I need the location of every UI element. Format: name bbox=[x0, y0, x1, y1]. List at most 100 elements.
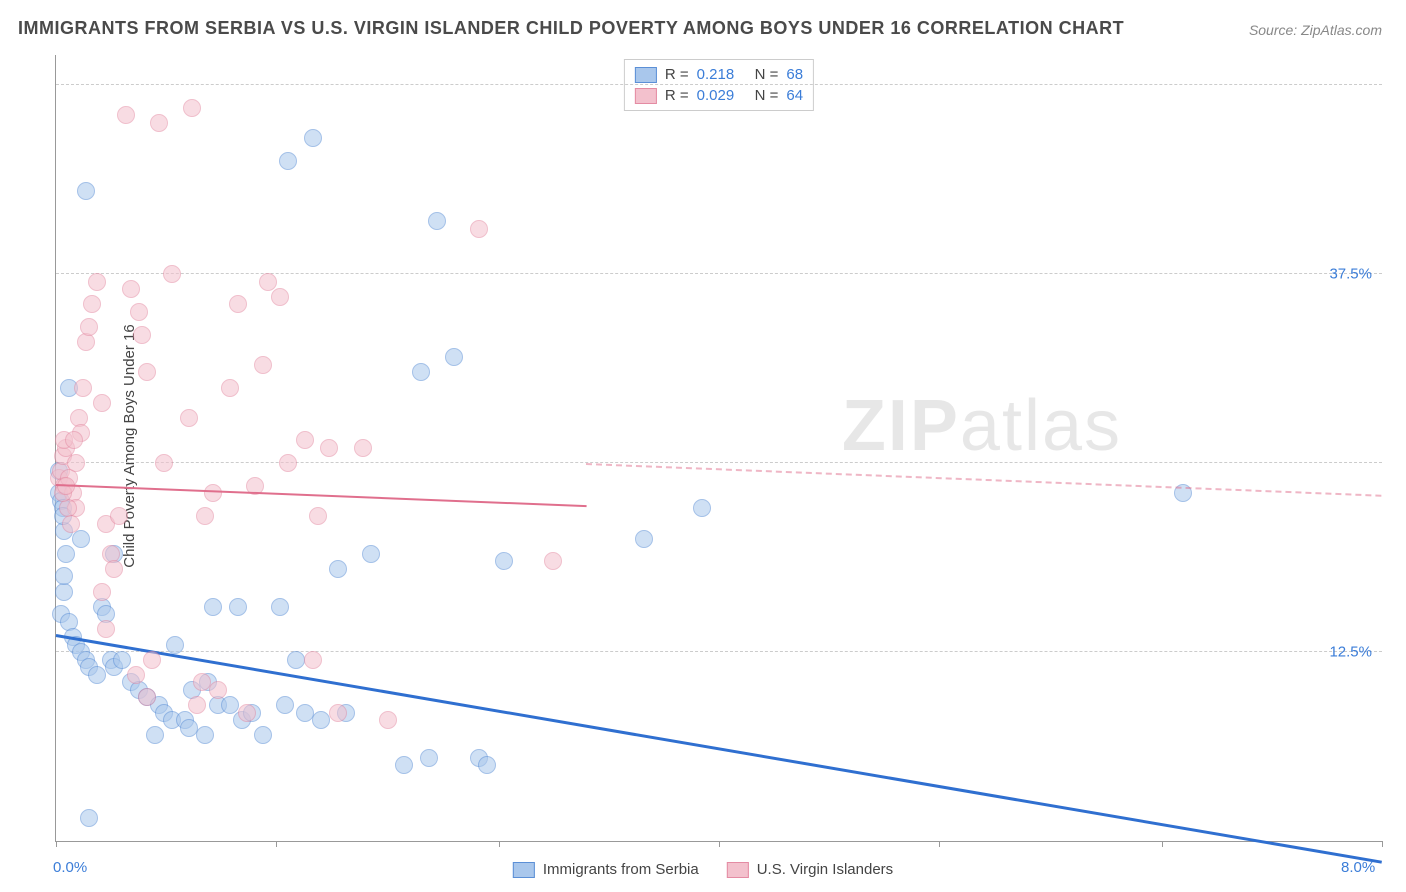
scatter-point bbox=[229, 598, 247, 616]
x-tick bbox=[719, 841, 720, 847]
scatter-point bbox=[88, 273, 106, 291]
scatter-point bbox=[77, 182, 95, 200]
legend-stats-row-serbia: R = 0.218 N = 68 bbox=[635, 64, 803, 85]
scatter-point bbox=[138, 688, 156, 706]
legend-label: U.S. Virgin Islanders bbox=[757, 861, 893, 878]
scatter-point bbox=[271, 598, 289, 616]
x-tick bbox=[939, 841, 940, 847]
scatter-point bbox=[544, 552, 562, 570]
scatter-point bbox=[97, 620, 115, 638]
trend-line bbox=[56, 634, 1382, 863]
gridline-h bbox=[56, 651, 1382, 652]
legend-item-serbia: Immigrants from Serbia bbox=[513, 861, 699, 878]
n-label: N = bbox=[755, 66, 779, 83]
scatter-point bbox=[238, 704, 256, 722]
scatter-point bbox=[354, 439, 372, 457]
scatter-point bbox=[420, 749, 438, 767]
legend-swatch-serbia bbox=[513, 862, 535, 878]
scatter-point bbox=[57, 545, 75, 563]
scatter-point bbox=[105, 560, 123, 578]
scatter-point bbox=[693, 499, 711, 517]
gridline-h bbox=[56, 462, 1382, 463]
scatter-point bbox=[80, 318, 98, 336]
watermark-bold: ZIP bbox=[842, 386, 960, 466]
scatter-point bbox=[88, 666, 106, 684]
scatter-point bbox=[395, 756, 413, 774]
scatter-point bbox=[183, 99, 201, 117]
gridline-h bbox=[56, 84, 1382, 85]
scatter-point bbox=[65, 431, 83, 449]
scatter-point bbox=[196, 507, 214, 525]
y-tick-label: 37.5% bbox=[1329, 266, 1372, 283]
scatter-point bbox=[122, 280, 140, 298]
r-value: 0.218 bbox=[697, 66, 747, 83]
legend-stats-row-usvi: R = 0.029 N = 64 bbox=[635, 85, 803, 106]
scatter-point bbox=[77, 333, 95, 351]
n-value: 68 bbox=[786, 66, 803, 83]
scatter-point bbox=[83, 295, 101, 313]
scatter-point bbox=[296, 431, 314, 449]
legend-item-usvi: U.S. Virgin Islanders bbox=[727, 861, 893, 878]
scatter-point bbox=[74, 379, 92, 397]
r-label: R = bbox=[665, 66, 689, 83]
scatter-point bbox=[362, 545, 380, 563]
scatter-point bbox=[146, 726, 164, 744]
scatter-point bbox=[180, 719, 198, 737]
scatter-point bbox=[127, 666, 145, 684]
scatter-point bbox=[329, 560, 347, 578]
scatter-point bbox=[113, 651, 131, 669]
scatter-point bbox=[312, 711, 330, 729]
watermark-light: atlas bbox=[960, 386, 1122, 466]
x-tick bbox=[56, 841, 57, 847]
scatter-point bbox=[155, 454, 173, 472]
scatter-point bbox=[279, 454, 297, 472]
scatter-point bbox=[166, 636, 184, 654]
scatter-point bbox=[287, 651, 305, 669]
r-value: 0.029 bbox=[697, 87, 747, 104]
x-tick bbox=[1382, 841, 1383, 847]
scatter-point bbox=[204, 598, 222, 616]
gridline-h bbox=[56, 273, 1382, 274]
scatter-point bbox=[150, 114, 168, 132]
scatter-point bbox=[229, 295, 247, 313]
scatter-point bbox=[495, 552, 513, 570]
legend-bottom: Immigrants from Serbia U.S. Virgin Islan… bbox=[513, 861, 893, 878]
scatter-point bbox=[478, 756, 496, 774]
scatter-point bbox=[93, 583, 111, 601]
scatter-point bbox=[62, 515, 80, 533]
scatter-point bbox=[67, 454, 85, 472]
x-tick bbox=[276, 841, 277, 847]
legend-swatch-usvi bbox=[635, 88, 657, 104]
n-label: N = bbox=[755, 87, 779, 104]
watermark: ZIPatlas bbox=[842, 385, 1122, 467]
legend-swatch-serbia bbox=[635, 67, 657, 83]
scatter-point bbox=[296, 704, 314, 722]
scatter-point bbox=[635, 530, 653, 548]
scatter-point bbox=[130, 303, 148, 321]
scatter-point bbox=[117, 106, 135, 124]
scatter-point bbox=[412, 363, 430, 381]
scatter-point bbox=[309, 507, 327, 525]
scatter-point bbox=[279, 152, 297, 170]
scatter-point bbox=[204, 484, 222, 502]
scatter-point bbox=[72, 530, 90, 548]
scatter-point bbox=[143, 651, 161, 669]
scatter-point bbox=[55, 567, 73, 585]
scatter-point bbox=[304, 651, 322, 669]
scatter-point bbox=[196, 726, 214, 744]
scatter-point bbox=[428, 212, 446, 230]
scatter-point bbox=[271, 288, 289, 306]
scatter-point bbox=[110, 507, 128, 525]
legend-swatch-usvi bbox=[727, 862, 749, 878]
chart-title: IMMIGRANTS FROM SERBIA VS U.S. VIRGIN IS… bbox=[18, 18, 1124, 39]
legend-label: Immigrants from Serbia bbox=[543, 861, 699, 878]
scatter-point bbox=[379, 711, 397, 729]
trend-line bbox=[586, 463, 1382, 497]
scatter-point bbox=[133, 326, 151, 344]
scatter-point bbox=[193, 673, 211, 691]
x-tick-label: 0.0% bbox=[53, 859, 87, 876]
scatter-point bbox=[138, 363, 156, 381]
scatter-point bbox=[276, 696, 294, 714]
r-label: R = bbox=[665, 87, 689, 104]
x-tick-label: 8.0% bbox=[1341, 859, 1375, 876]
